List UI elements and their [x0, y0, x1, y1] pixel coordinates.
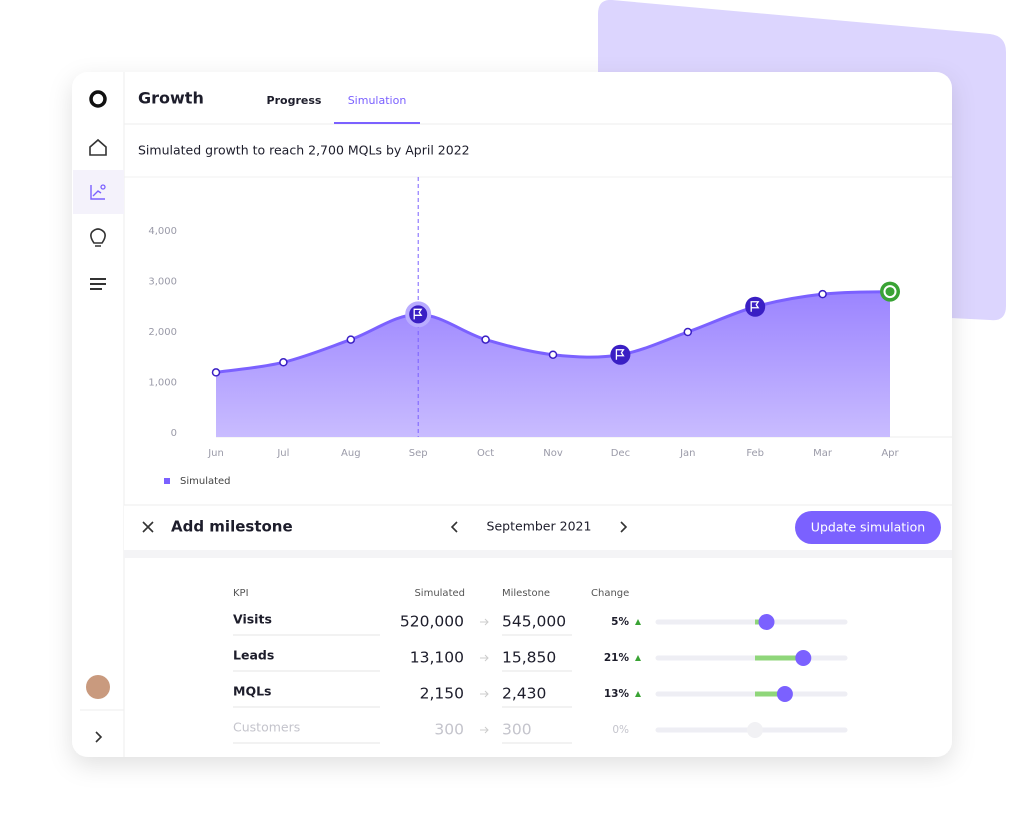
change: 13% [604, 688, 630, 700]
x-tick-label: Sep [409, 448, 428, 459]
nav-growth[interactable] [90, 185, 105, 200]
arrow [480, 654, 489, 662]
kpi-name: Leads [233, 648, 274, 663]
simulated-value: 13,100 [410, 649, 464, 667]
kpi-name: Visits [233, 612, 272, 627]
column-header: Milestone [502, 588, 550, 599]
divider-shadow [124, 550, 952, 558]
expand[interactable] [95, 731, 103, 743]
slider-handle[interactable] [776, 686, 793, 702]
milestone-value: 15,850 [502, 649, 556, 667]
up-triangle [635, 655, 641, 661]
kpi-name: MQLs [233, 684, 271, 699]
simulated-value: 520,000 [400, 613, 464, 631]
slider-handle[interactable] [758, 614, 775, 630]
nav-ideas[interactable] [90, 228, 106, 247]
simulated-value: 300 [434, 721, 464, 739]
nav-list[interactable] [90, 278, 106, 290]
tab-active[interactable]: Simulation [348, 94, 407, 107]
x-tick-label: Aug [341, 448, 361, 459]
milestone-value: 2,430 [502, 685, 546, 703]
point [481, 335, 490, 344]
y-tick-label: 0 [171, 428, 177, 439]
app-title: Growth [138, 89, 204, 108]
update-button-label: Update simulation [811, 520, 925, 535]
avatar[interactable] [86, 675, 110, 699]
legend-label: Simulated [180, 476, 231, 487]
milestone-value: 545,000 [502, 613, 566, 631]
point [211, 368, 221, 377]
milestone-flag [610, 344, 631, 365]
flag-icon [750, 301, 760, 312]
update-button[interactable] [795, 511, 941, 544]
kpi-name: Customers [233, 720, 300, 735]
close[interactable] [142, 521, 154, 533]
prev-month[interactable] [450, 521, 458, 533]
point [683, 327, 693, 337]
nav-home[interactable] [89, 138, 107, 156]
slider-handle[interactable] [747, 722, 763, 738]
y-tick-label: 3,000 [148, 277, 177, 288]
x-tick-label: Nov [543, 448, 563, 459]
milestone-flag [745, 296, 766, 317]
x-tick-label: Jul [276, 448, 289, 459]
milestone-title: Add milestone [171, 518, 293, 536]
point [818, 289, 827, 299]
y-tick-label: 1,000 [148, 378, 177, 389]
area [216, 291, 890, 437]
point [548, 350, 558, 359]
up-triangle [635, 619, 641, 625]
simulated-value: 2,150 [420, 685, 464, 703]
x-tick-label: Dec [611, 448, 630, 459]
arrow [480, 726, 489, 734]
x-tick-label: Jun [207, 448, 224, 459]
arrow [480, 690, 489, 698]
y-tick-label: 4,000 [148, 226, 177, 237]
point [346, 335, 356, 344]
chart-title: Simulated growth to reach 2,700 MQLs by … [138, 143, 470, 158]
point [279, 358, 288, 367]
x-tick-label: Oct [477, 448, 494, 459]
change: 0% [612, 724, 629, 736]
flag-icon [615, 349, 625, 360]
target [880, 281, 900, 302]
tab[interactable]: Progress [267, 94, 322, 107]
month: September 2021 [487, 519, 592, 534]
tab-underline [334, 122, 420, 124]
slider-handle[interactable] [795, 650, 812, 666]
flag-icon [413, 308, 423, 320]
milestone-flag [405, 301, 432, 328]
logo [89, 90, 107, 108]
next-month[interactable] [620, 521, 628, 533]
milestone-value: 300 [502, 721, 532, 739]
column-header: KPI [233, 588, 249, 599]
x-tick-label: Jan [679, 448, 695, 459]
column-header: Simulated [414, 588, 465, 599]
target-ring [883, 285, 897, 299]
x-tick-label: Feb [746, 448, 764, 459]
column-header: Change [591, 588, 629, 599]
x-tick-label: Apr [881, 448, 899, 459]
up-triangle [635, 691, 641, 697]
change: 21% [604, 652, 630, 664]
x-tick-label: Mar [813, 448, 833, 459]
change: 5% [611, 616, 629, 628]
nav-growth-dot [100, 184, 106, 190]
arrow [480, 618, 489, 626]
y-tick-label: 2,000 [148, 327, 177, 338]
legend-swatch [164, 478, 170, 484]
